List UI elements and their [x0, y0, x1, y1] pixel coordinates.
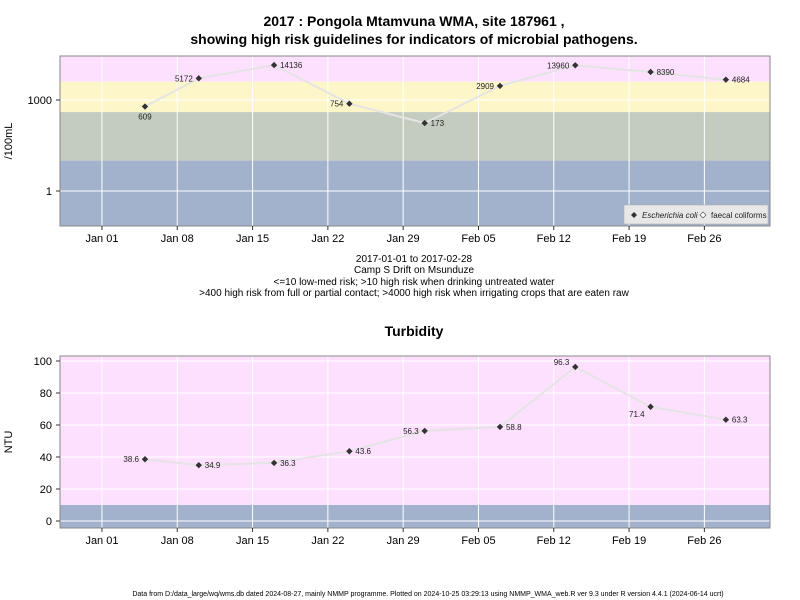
- y-axis-label: /100mL: [3, 123, 15, 160]
- risk-band: [60, 112, 770, 161]
- x-tick-label: Jan 29: [387, 535, 420, 547]
- chart-title-line-2: showing high risk guidelines for indicat…: [190, 31, 637, 47]
- data-label: 71.4: [629, 410, 645, 419]
- data-point: [647, 403, 654, 410]
- y-tick-label: 60: [40, 420, 52, 432]
- y-tick-label: 40: [40, 452, 52, 464]
- data-point: [195, 75, 202, 82]
- x-tick-label: Jan 01: [85, 233, 118, 245]
- data-point: [496, 82, 504, 90]
- x-tick-label: Jan 08: [161, 535, 194, 547]
- y-tick-label: 1000: [28, 95, 52, 107]
- turbidity-panel: Jan 01 Jan 08 Jan 15 Jan 22 Jan 29 Feb 05 Feb …: [3, 355, 771, 547]
- y-tick-label: 100: [34, 356, 52, 368]
- data-label: 96.3: [554, 358, 570, 367]
- data-label: 56.3: [403, 427, 419, 436]
- x-tick-label: Feb 26: [687, 535, 721, 547]
- data-label: 34.9: [205, 461, 221, 470]
- risk-band: [60, 356, 770, 505]
- data-label: 8390: [657, 68, 675, 77]
- plot-frame: [59, 355, 771, 529]
- x-tick-label: Feb 19: [612, 535, 646, 547]
- data-label: 63.3: [732, 416, 748, 425]
- x-tick-label: Jan 15: [236, 233, 269, 245]
- x-tick-label: Feb 12: [537, 535, 571, 547]
- y-tick-label: 80: [40, 388, 52, 400]
- footer-note: Data from D:/data_large/wq/wms.db dated …: [132, 591, 723, 598]
- turbidity-title: Turbidity: [385, 323, 444, 339]
- data-point: [346, 100, 353, 107]
- y-tick-label: 1: [46, 186, 52, 198]
- data-point: [722, 416, 730, 423]
- data-label: 754: [330, 100, 344, 109]
- x-tick-label: Feb 26: [687, 233, 721, 245]
- data-point: [195, 461, 202, 469]
- legend: Escherichia coli faecal coliforms: [623, 204, 769, 225]
- x-tick-label: Jan 15: [236, 535, 269, 547]
- data-label: 38.6: [123, 455, 139, 464]
- x-tick-label: Feb 19: [612, 233, 646, 245]
- plot-frame: [59, 55, 771, 227]
- data-point: [270, 459, 278, 467]
- x-tick-label: Feb 12: [537, 233, 571, 245]
- legend-marker-faecal-coliforms: [699, 211, 707, 219]
- caption-contact-guideline: >400 high risk from full or partial cont…: [199, 288, 629, 299]
- legend-label-faecal-coliforms: faecal coliforms: [711, 211, 767, 220]
- data-point: [496, 423, 504, 431]
- data-point: [141, 456, 149, 463]
- data-point: [346, 448, 353, 455]
- data-point: [421, 427, 428, 435]
- caption-date-range: 2017-01-01 to 2017-02-28: [356, 254, 473, 265]
- chart-title-line-1: 2017 : Pongola Mtamvuna WMA, site 187961…: [263, 13, 564, 29]
- data-point: [141, 103, 149, 110]
- risk-band: [60, 81, 770, 113]
- data-label: 5172: [175, 74, 193, 83]
- caption-site-name: Camp S Drift on Msunduze: [354, 265, 474, 276]
- legend-label-ecoli: Escherichia coli: [642, 211, 698, 220]
- y-tick-label: 20: [40, 484, 52, 496]
- risk-band: [60, 505, 770, 528]
- data-point: [572, 363, 579, 371]
- x-tick-label: Jan 22: [311, 535, 344, 547]
- data-label: 43.6: [355, 447, 371, 456]
- data-label: 14136: [280, 61, 303, 70]
- x-tick-label: Feb 05: [461, 233, 495, 245]
- data-point: [722, 76, 730, 83]
- data-point: [270, 61, 278, 69]
- data-label: 58.8: [506, 423, 522, 432]
- data-label: 4684: [732, 76, 750, 85]
- data-point: [572, 62, 579, 69]
- x-tick-label: Jan 01: [85, 535, 118, 547]
- x-tick-label: Jan 22: [311, 233, 344, 245]
- ecoli-panel: Jan 01 Jan 08 Jan 15 Jan 22 Jan 29 Feb 05 Feb …: [3, 55, 771, 245]
- data-label: 173: [431, 119, 445, 128]
- x-tick-label: Jan 08: [161, 233, 194, 245]
- data-label: 2909: [476, 82, 494, 91]
- x-tick-label: Feb 05: [461, 535, 495, 547]
- data-label: 13960: [547, 61, 570, 70]
- legend-marker-ecoli: [631, 212, 637, 218]
- legend-box: [623, 204, 769, 225]
- y-tick-label: 0: [46, 516, 52, 528]
- risk-band: [60, 56, 770, 82]
- data-point: [421, 119, 428, 127]
- data-point: [647, 68, 654, 76]
- y-axis-label: NTU: [3, 431, 15, 454]
- x-tick-label: Jan 29: [387, 233, 420, 245]
- data-label: 609: [138, 113, 152, 122]
- caption-drinking-guideline: <=10 low-med risk; >10 high risk when dr…: [274, 277, 556, 288]
- data-label: 36.3: [280, 459, 296, 468]
